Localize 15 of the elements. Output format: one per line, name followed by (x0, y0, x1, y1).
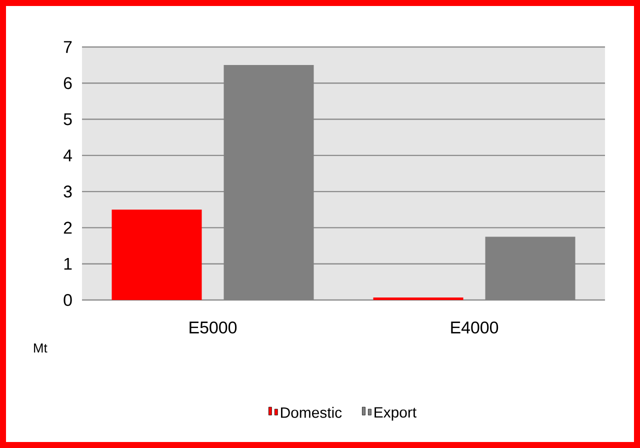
y-tick-label: 5 (64, 113, 72, 126)
y-tick-label: 6 (64, 77, 72, 90)
x-tick-label: E4000 (451, 322, 498, 334)
y-tick-label: 3 (64, 186, 72, 198)
y-tick-label: 0 (64, 294, 72, 306)
x-tick-label: E5000 (190, 322, 237, 334)
y-tick-label: 7 (64, 41, 72, 53)
y-tick-label: 1 (64, 258, 72, 270)
y-tick-label: 4 (63, 150, 72, 162)
legend-label: Domestic (281, 406, 342, 418)
legend-label: Export (374, 407, 416, 421)
bar (373, 297, 464, 300)
y-tick-label: 2 (64, 222, 72, 234)
y-axis-title: Mt (34, 344, 48, 353)
bar (112, 210, 202, 300)
